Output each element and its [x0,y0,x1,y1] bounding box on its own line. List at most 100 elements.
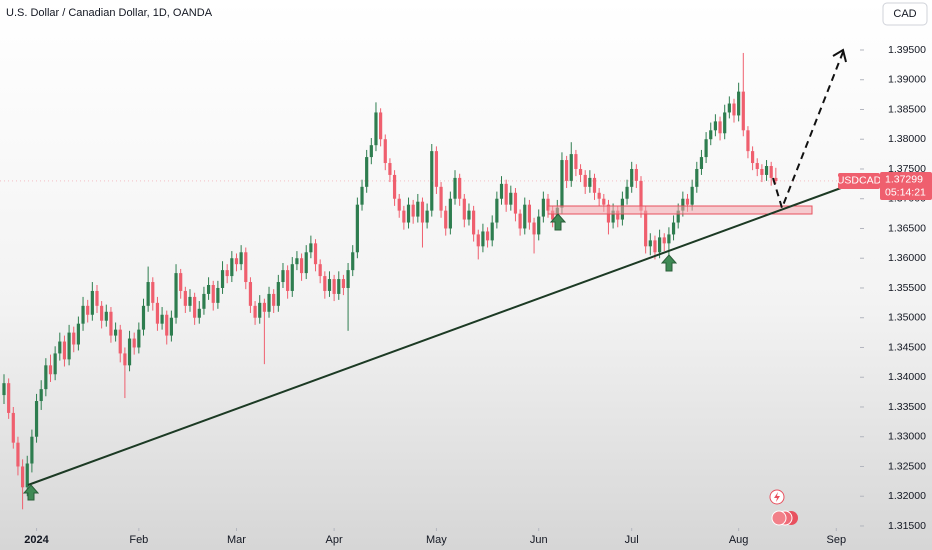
candle-body [727,103,731,113]
candle-body [346,270,350,288]
candle-body [685,198,690,205]
candle-body [704,139,708,158]
event-icon-bolt [774,492,780,502]
candle-body [746,130,750,152]
chart-title: U.S. Dollar / Canadian Dollar, 1D, OANDA [6,7,213,19]
projection-arrowhead [832,48,847,63]
candle-body [485,231,490,241]
candle-body [100,305,104,321]
candle-body [230,258,234,277]
candle-body [420,201,425,223]
candle-body [244,252,248,283]
candle-body [234,258,239,265]
candle-body [569,154,573,181]
currency-button[interactable] [882,2,928,26]
candle-body [504,183,508,205]
candle-body [662,237,666,244]
candle-body [58,341,62,354]
candle-body [597,192,601,199]
candle-body [472,210,476,235]
y-tick-label: 1.37500 [888,163,926,175]
candle-body [62,341,67,360]
candle-body [448,198,452,229]
candle-body [141,305,146,330]
candle-body [444,210,448,229]
candle-body [499,183,504,199]
event-icon[interactable] [771,510,787,526]
candle-body [206,285,211,294]
candle-body [127,338,132,366]
candle-body [290,264,294,291]
candle-body [202,293,206,309]
x-tick-label: May [426,534,447,546]
candle-body [681,198,685,211]
up-arrow [22,484,40,501]
candle-body [565,160,569,181]
candle-body [81,305,85,324]
candle-body [34,401,39,437]
candle-body [611,210,615,223]
candle-body [341,279,346,288]
candle-body [653,240,657,253]
candle-body [430,151,434,211]
candle-body [313,243,318,265]
y-tick-label: 1.34000 [888,371,926,383]
y-tick-label: 1.32500 [888,460,926,472]
candle-body [406,204,411,223]
candle-body [713,121,717,131]
candle-body [30,436,34,464]
candle-body [527,204,532,223]
candle-body [72,332,76,345]
candle-body [295,258,299,265]
x-tick-label: Jun [530,534,548,546]
candle-body [53,353,57,375]
currency-label[interactable]: CAD [893,8,916,20]
candle-body [625,186,629,199]
candle-body [365,157,369,187]
candle-body [583,174,587,187]
candle-body [657,237,662,253]
candle-body [304,252,308,274]
candle-body [588,177,592,187]
candle-body [262,302,266,312]
candle-body [760,168,764,175]
candle-body [67,332,71,360]
candle-body [323,276,327,291]
candle-body [332,279,336,294]
candle-body [379,112,383,140]
candle-body [718,121,722,134]
resistance-zone [547,205,813,215]
candle-body [774,177,778,181]
candle-body [439,186,443,211]
candle-body [481,231,485,247]
candle-body [95,290,99,306]
candle-body [416,201,420,217]
candle-body [755,163,759,169]
candle-body [467,210,471,220]
y-tick-label: 1.35000 [888,312,926,324]
candle-body [272,293,276,306]
last-price-box [880,171,932,200]
candle-body [630,168,634,187]
candle-body [169,317,173,336]
candle-body [402,210,406,223]
candle-body [160,314,164,324]
candle-body [541,198,545,217]
candle-body [123,353,127,366]
candle-body [764,166,769,175]
candle-body [383,139,387,164]
candle-body [769,166,773,178]
candle-body [462,198,466,220]
candle-body [25,463,29,488]
candle-body [374,112,378,146]
candle-body [286,270,290,291]
candle-body [560,160,564,208]
candle-body [518,213,522,229]
candle-body [639,180,643,211]
candle-body [188,296,192,306]
x-tick-label: Mar [227,534,246,546]
candle-body [523,204,527,229]
candle-body [551,210,555,220]
candle-body [151,282,155,303]
